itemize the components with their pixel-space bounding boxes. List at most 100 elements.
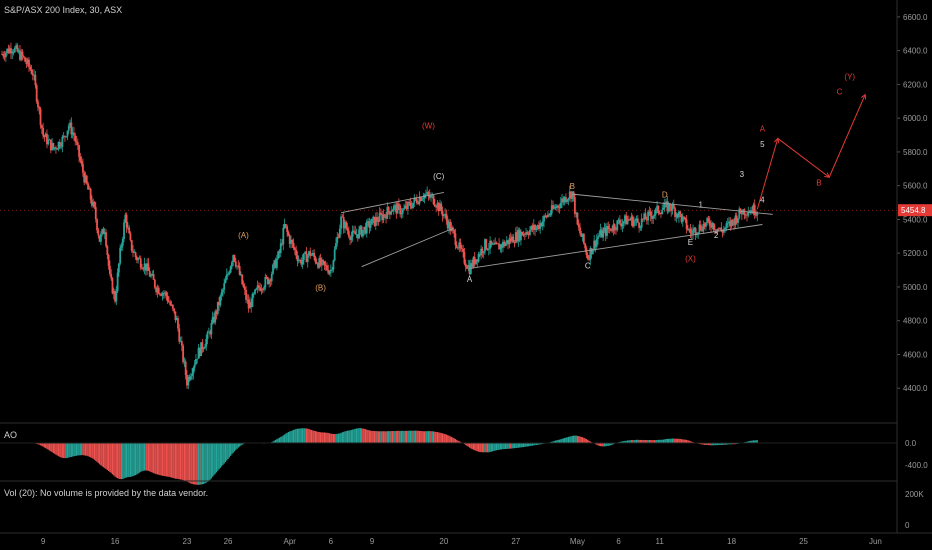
candle-body xyxy=(281,243,283,245)
candle-body xyxy=(333,249,336,261)
ao-bar xyxy=(377,431,379,443)
ao-bar xyxy=(188,443,191,483)
ao-bar xyxy=(389,431,391,443)
ao-bar xyxy=(117,443,119,479)
candle-body xyxy=(373,216,376,226)
ao-bar xyxy=(517,443,519,448)
candle-body xyxy=(566,199,569,202)
ao-bar xyxy=(372,430,374,443)
candle-body xyxy=(724,227,727,230)
ao-pane[interactable] xyxy=(0,428,897,485)
candle-body xyxy=(731,219,734,221)
candle-body xyxy=(442,214,445,217)
candle-body xyxy=(225,274,228,280)
time-tick-label: Jun xyxy=(869,537,882,546)
ao-bar xyxy=(127,443,129,478)
candle-body xyxy=(712,223,715,230)
ao-bar xyxy=(111,443,114,475)
candle-body xyxy=(552,205,554,209)
ao-bar xyxy=(454,439,457,443)
ao-bar xyxy=(232,443,234,453)
ao-bar xyxy=(588,440,590,443)
trend-line xyxy=(469,224,763,269)
candle-body xyxy=(380,212,382,215)
ao-bar xyxy=(335,433,337,443)
candle-body xyxy=(419,197,422,201)
candle-body xyxy=(604,227,607,236)
ao-bar xyxy=(490,443,492,452)
candle-body xyxy=(279,243,282,254)
candle-body xyxy=(496,243,499,245)
candle-body xyxy=(608,228,611,230)
ao-bar xyxy=(48,443,51,451)
ao-bar xyxy=(621,441,624,443)
candle-body xyxy=(577,224,580,228)
candle-body xyxy=(400,213,403,215)
ao-bar xyxy=(272,441,274,443)
candle-body xyxy=(191,373,194,377)
candle-body xyxy=(514,232,517,243)
candle-body xyxy=(588,258,590,260)
ao-bar xyxy=(493,443,495,452)
candle-body xyxy=(340,216,343,229)
candle-body xyxy=(4,52,7,58)
ao-bar xyxy=(147,443,150,471)
candle-body xyxy=(517,229,520,242)
candle-body xyxy=(102,229,105,235)
candle-body xyxy=(299,260,301,261)
candle-body xyxy=(432,195,435,205)
candle-body xyxy=(47,139,50,145)
ao-bar xyxy=(481,443,483,453)
candle-body xyxy=(250,302,253,307)
candle-body xyxy=(237,265,240,267)
ao-bar xyxy=(319,432,322,443)
ao-bar xyxy=(308,429,310,443)
ao-bar xyxy=(605,443,607,447)
time-tick-label: 23 xyxy=(183,537,192,546)
candle-body xyxy=(708,221,711,226)
wave-label: 5 xyxy=(760,140,765,149)
ao-bar xyxy=(721,443,724,445)
candle-body xyxy=(417,203,420,205)
ao-bar xyxy=(380,431,382,443)
ao-bar xyxy=(314,431,317,443)
candle-body xyxy=(257,285,260,288)
candle-body xyxy=(558,207,561,209)
ao-bar xyxy=(510,443,512,449)
candle-body xyxy=(549,213,552,215)
ao-bar xyxy=(204,443,206,484)
ao-bar xyxy=(570,436,572,443)
ao-bar xyxy=(294,429,296,443)
candle-body xyxy=(554,207,557,209)
ao-bar xyxy=(327,432,329,443)
candle-body xyxy=(521,231,524,236)
ao-bar xyxy=(528,443,530,447)
ao-bar xyxy=(724,443,726,445)
ao-bar xyxy=(417,430,419,443)
time-axis[interactable]: 9 16 23 26 Apr 6 9 20 27 May 6 11 18 25 Jun xyxy=(41,537,882,546)
ao-bar xyxy=(732,443,734,445)
candle-body xyxy=(737,218,739,223)
wave-label: B xyxy=(570,182,575,191)
ao-bar xyxy=(133,443,135,476)
ao-bar xyxy=(141,443,143,472)
candle-body xyxy=(150,275,152,277)
candle-body xyxy=(383,214,386,216)
ao-bar xyxy=(480,443,482,453)
ao-bar xyxy=(585,439,588,443)
ao-bar xyxy=(337,433,340,443)
ao-bar xyxy=(312,430,314,443)
ao-bar xyxy=(381,431,383,443)
ao-bar xyxy=(322,432,324,443)
time-tick-label: 16 xyxy=(111,537,120,546)
candle-body xyxy=(444,213,447,215)
candle-body xyxy=(274,260,277,268)
candle-body xyxy=(661,209,664,214)
candle-body xyxy=(286,226,289,233)
price-pane[interactable] xyxy=(1,42,759,390)
candle-body xyxy=(715,229,718,232)
candle-body xyxy=(706,218,709,223)
price-axis[interactable]: 6600.06400.06200.06000.05800.05600.05400… xyxy=(0,13,932,530)
candle-body xyxy=(263,287,265,290)
